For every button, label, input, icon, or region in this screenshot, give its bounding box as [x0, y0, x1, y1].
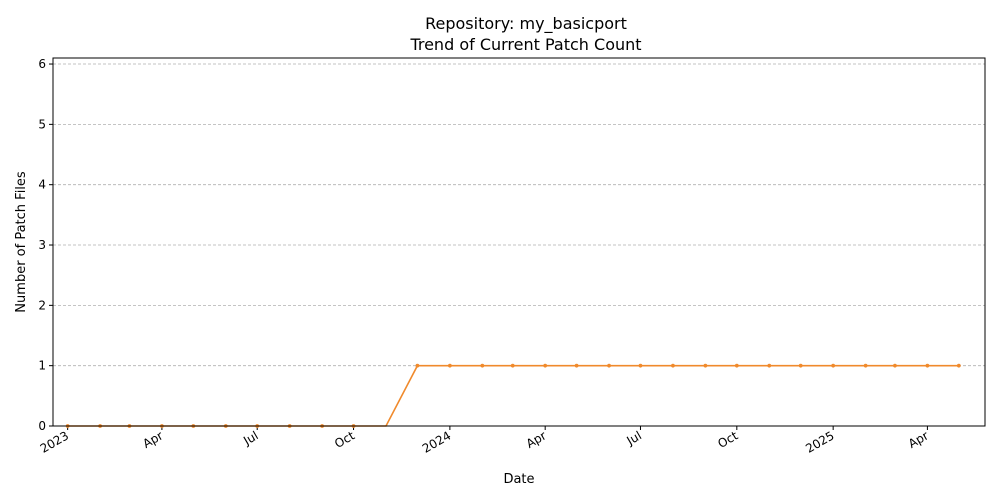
x-tick-label: Oct	[715, 428, 740, 451]
x-tick-label: Jul	[624, 428, 644, 448]
data-point	[543, 363, 548, 368]
data-point	[956, 363, 961, 368]
series-line	[67, 364, 959, 427]
chart-subtitle: Trend of Current Patch Count	[409, 35, 641, 54]
x-axis-label: Date	[503, 472, 534, 487]
data-point	[893, 363, 897, 368]
y-axis-ticks: 0 1 2 3 4 5 6	[38, 57, 53, 433]
chart-title: Repository: my_basicport	[425, 14, 627, 34]
x-tick-label: Oct	[332, 428, 357, 451]
y-tick-label: 0	[38, 419, 46, 433]
data-point	[734, 363, 739, 368]
data-point	[863, 363, 868, 368]
y-tick-label: 5	[38, 117, 46, 131]
y-gridlines	[53, 63, 985, 367]
x-axis-ticks: 2023 Apr Jul Oct 2024 Apr Jul Oct 2025 Apr	[38, 426, 931, 456]
data-point	[767, 363, 772, 368]
plot-frame	[52, 57, 986, 427]
data-point	[607, 363, 611, 368]
y-tick-label: 4	[38, 178, 46, 192]
data-point	[480, 363, 485, 368]
data-point	[415, 363, 420, 368]
y-axis-label: Number of Patch Files	[14, 171, 29, 313]
data-point	[925, 363, 930, 368]
data-point	[831, 363, 836, 368]
y-tick-label: 1	[38, 359, 46, 373]
x-tick-label: Jul	[240, 428, 260, 448]
data-point	[510, 363, 515, 368]
data-point	[638, 363, 643, 368]
x-tick-label: Apr	[906, 428, 931, 451]
x-tick-label: Apr	[140, 428, 165, 451]
data-point	[798, 363, 803, 368]
y-tick-label: 2	[38, 298, 46, 312]
x-tick-label: 2024	[420, 428, 453, 455]
series-layer	[65, 363, 961, 428]
y-tick-label: 3	[38, 238, 46, 252]
data-point	[703, 363, 708, 368]
data-point	[574, 363, 579, 368]
x-tick-label: Apr	[524, 428, 549, 451]
data-point	[447, 363, 452, 368]
y-tick-label: 6	[38, 57, 46, 71]
data-point	[671, 363, 675, 368]
x-tick-label: 2025	[803, 428, 836, 455]
